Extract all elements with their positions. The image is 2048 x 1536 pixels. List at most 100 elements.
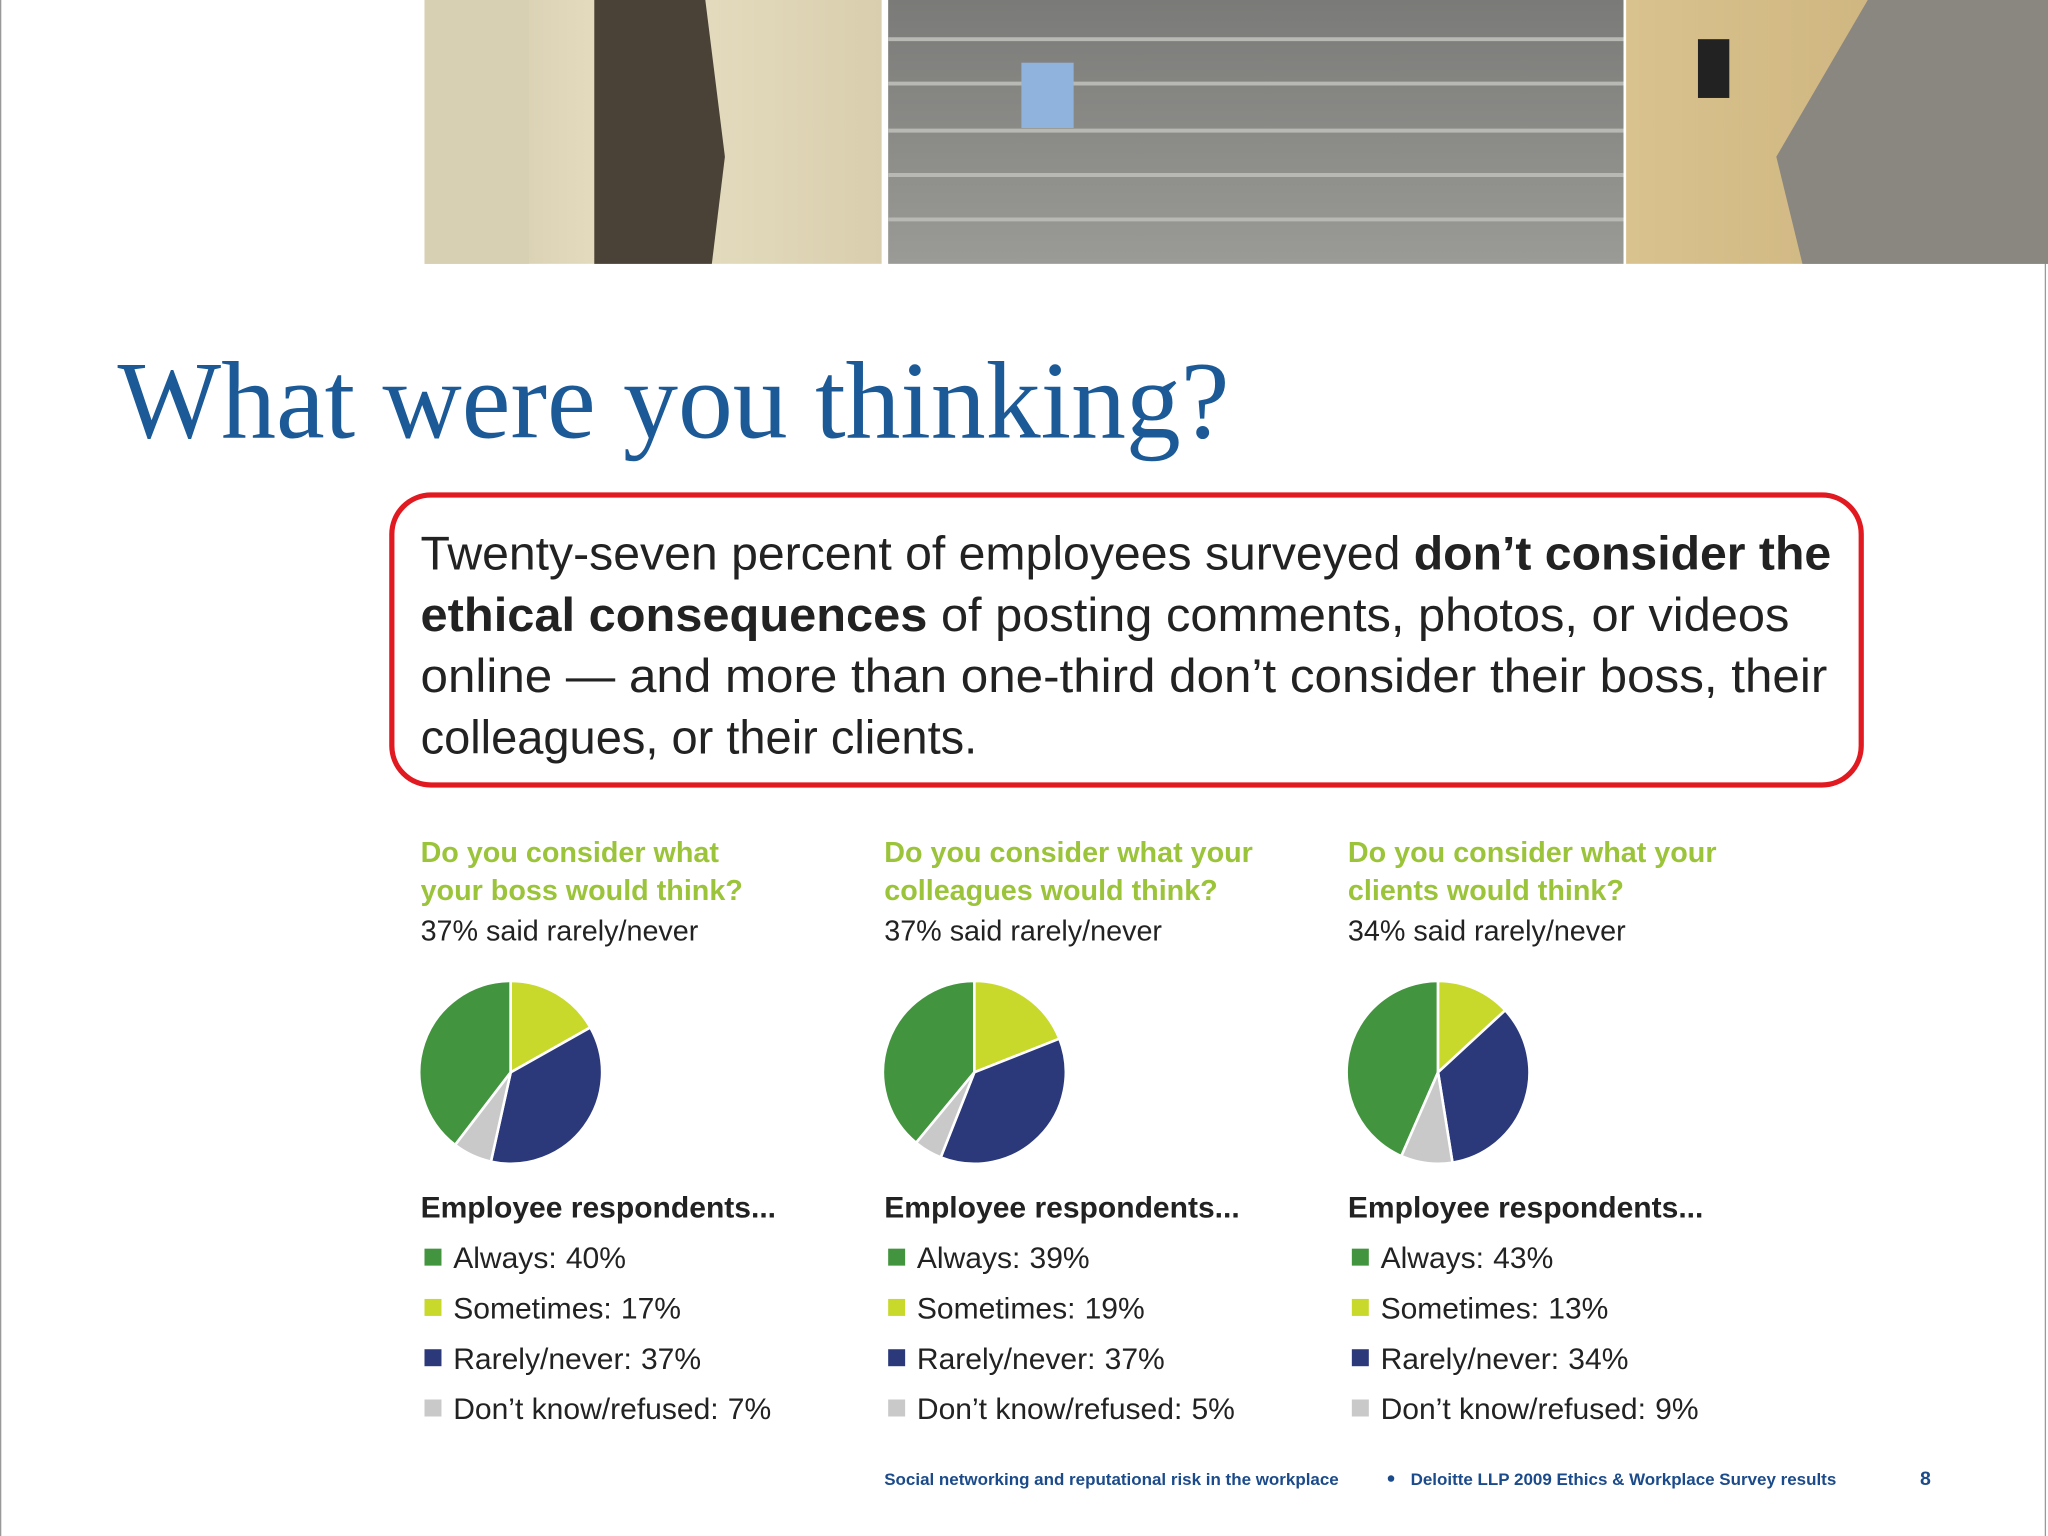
legend-swatch — [888, 1248, 906, 1266]
legend-item: Don’t know/refused: 9% — [1381, 1393, 1699, 1426]
callout-line: colleagues, or their clients. — [421, 711, 978, 764]
chart-title: your boss would think? — [421, 875, 743, 907]
legend-item: Rarely/never: 34% — [1381, 1343, 1629, 1376]
callout-line: ethical consequences of posting comments… — [421, 588, 1790, 641]
legend-item: Rarely/never: 37% — [453, 1343, 701, 1376]
photo-detail — [1021, 62, 1074, 128]
photo-strip — [424, 0, 2048, 264]
chart-title: colleagues would think? — [884, 875, 1218, 907]
charts: Do you consider what your boss would thin… — [417, 837, 1717, 1426]
legend-label: Sometimes: — [453, 1293, 612, 1326]
callout-line: online — and more than one-third don’t c… — [421, 649, 1828, 702]
legend-value: 37% — [1105, 1343, 1165, 1376]
legend-item: Sometimes: 17% — [453, 1293, 681, 1326]
legend-swatch — [1351, 1248, 1369, 1266]
pie-slice — [417, 979, 512, 1147]
legend-value: 39% — [1030, 1242, 1090, 1275]
pie-chart: Do you consider what your boss would thin… — [417, 837, 776, 1426]
pie-slice — [1345, 979, 1440, 1158]
photo-detail — [888, 37, 1624, 222]
page-title: What were you thinking? — [118, 340, 1230, 462]
photo-detail — [1776, 0, 2048, 264]
chart-title: Do you consider what — [421, 837, 720, 869]
legend-label: Rarely/never: — [917, 1343, 1096, 1376]
legend-label: Always: — [917, 1242, 1020, 1275]
legend-swatch — [424, 1399, 442, 1417]
pie-chart: Do you consider what your colleagues woul… — [881, 837, 1253, 1426]
legend-item: Sometimes: 19% — [917, 1293, 1145, 1326]
legend-swatch — [424, 1248, 442, 1266]
callout-run: online — and more than one-third don’t c… — [421, 649, 1828, 702]
legend-item: Don’t know/refused: 7% — [453, 1393, 771, 1426]
legend-label: Rarely/never: — [1381, 1343, 1560, 1376]
legend-swatch — [424, 1349, 442, 1367]
chart-title: clients would think? — [1348, 875, 1624, 907]
callout-text: Twenty-seven percent of employees survey… — [421, 526, 1832, 763]
legend-value: 37% — [641, 1343, 701, 1376]
chart-subtitle: 37% said rarely/never — [421, 915, 699, 947]
callout-line: Twenty-seven percent of employees survey… — [421, 526, 1832, 579]
callout-emphasis: ethical consequences — [421, 588, 928, 641]
callout-box — [389, 492, 1864, 788]
legend-label: Sometimes: — [917, 1293, 1076, 1326]
legend-title: Employee respondents... — [421, 1191, 776, 1224]
legend-title: Employee respondents... — [1348, 1191, 1703, 1224]
pie-slice — [1399, 1067, 1454, 1166]
callout-run: of posting comments, photos, or videos — [927, 588, 1789, 641]
pie-slice — [1436, 1008, 1531, 1165]
footer-left: Social networking and reputational risk … — [884, 1470, 1339, 1489]
legend-item: Rarely/never: 37% — [917, 1343, 1165, 1376]
footer-bullet — [1387, 1475, 1395, 1482]
pie-slice — [881, 979, 976, 1145]
legend-item: Don’t know/refused: 5% — [917, 1393, 1235, 1426]
legend-value: 19% — [1085, 1293, 1145, 1326]
legend-value: 7% — [728, 1393, 771, 1426]
chart-title: Do you consider what your — [884, 837, 1253, 869]
legend-swatch — [888, 1399, 906, 1417]
callout-run: Twenty-seven percent of employees survey… — [421, 526, 1414, 579]
legend-label: Don’t know/refused: — [1381, 1393, 1646, 1426]
pie-chart: Do you consider what your clients would t… — [1345, 837, 1717, 1426]
pie-slice — [509, 979, 593, 1075]
legend-item: Always: 43% — [1381, 1242, 1554, 1275]
pie-slice — [1436, 979, 1508, 1076]
footer-right: Deloitte LLP 2009 Ethics & Workplace Sur… — [1411, 1470, 1837, 1489]
footer: Social networking and reputational risk … — [884, 1468, 1931, 1490]
legend-label: Sometimes: — [1381, 1293, 1540, 1326]
legend-value: 5% — [1191, 1393, 1234, 1426]
legend-value: 40% — [566, 1242, 626, 1275]
pie-slice — [489, 1025, 604, 1165]
legend-title: Employee respondents... — [884, 1191, 1239, 1224]
legend-value: 13% — [1548, 1293, 1608, 1326]
legend-label: Don’t know/refused: — [453, 1393, 718, 1426]
legend-value: 43% — [1493, 1242, 1553, 1275]
legend-value: 17% — [621, 1293, 681, 1326]
legend-label: Rarely/never: — [453, 1343, 632, 1376]
legend-swatch — [888, 1349, 906, 1367]
callout-emphasis: don’t consider the — [1414, 526, 1831, 579]
legend-label: Don’t know/refused: — [917, 1393, 1182, 1426]
legend-item: Always: 39% — [917, 1242, 1090, 1275]
chart-title: Do you consider what your — [1348, 837, 1717, 869]
legend-value: 34% — [1568, 1343, 1628, 1376]
chart-subtitle: 37% said rarely/never — [884, 915, 1162, 947]
legend-swatch — [1351, 1349, 1369, 1367]
page-number: 8 — [1920, 1468, 1931, 1490]
pie-slice — [939, 1036, 1068, 1166]
legend-label: Always: — [453, 1242, 556, 1275]
legend-value: 9% — [1655, 1393, 1698, 1426]
legend-label: Always: — [1381, 1242, 1484, 1275]
legend-item: Sometimes: 13% — [1381, 1293, 1609, 1326]
photo-detail — [424, 0, 529, 264]
chart-subtitle: 34% said rarely/never — [1348, 915, 1626, 947]
pie-slice — [453, 1071, 512, 1164]
legend-item: Always: 40% — [453, 1242, 626, 1275]
pie-slice — [973, 979, 1062, 1075]
legend-swatch — [424, 1298, 442, 1316]
photo-detail — [1697, 39, 1730, 98]
legend-swatch — [1351, 1399, 1369, 1417]
photo-detail — [594, 0, 725, 264]
pie-slice — [914, 1071, 976, 1160]
